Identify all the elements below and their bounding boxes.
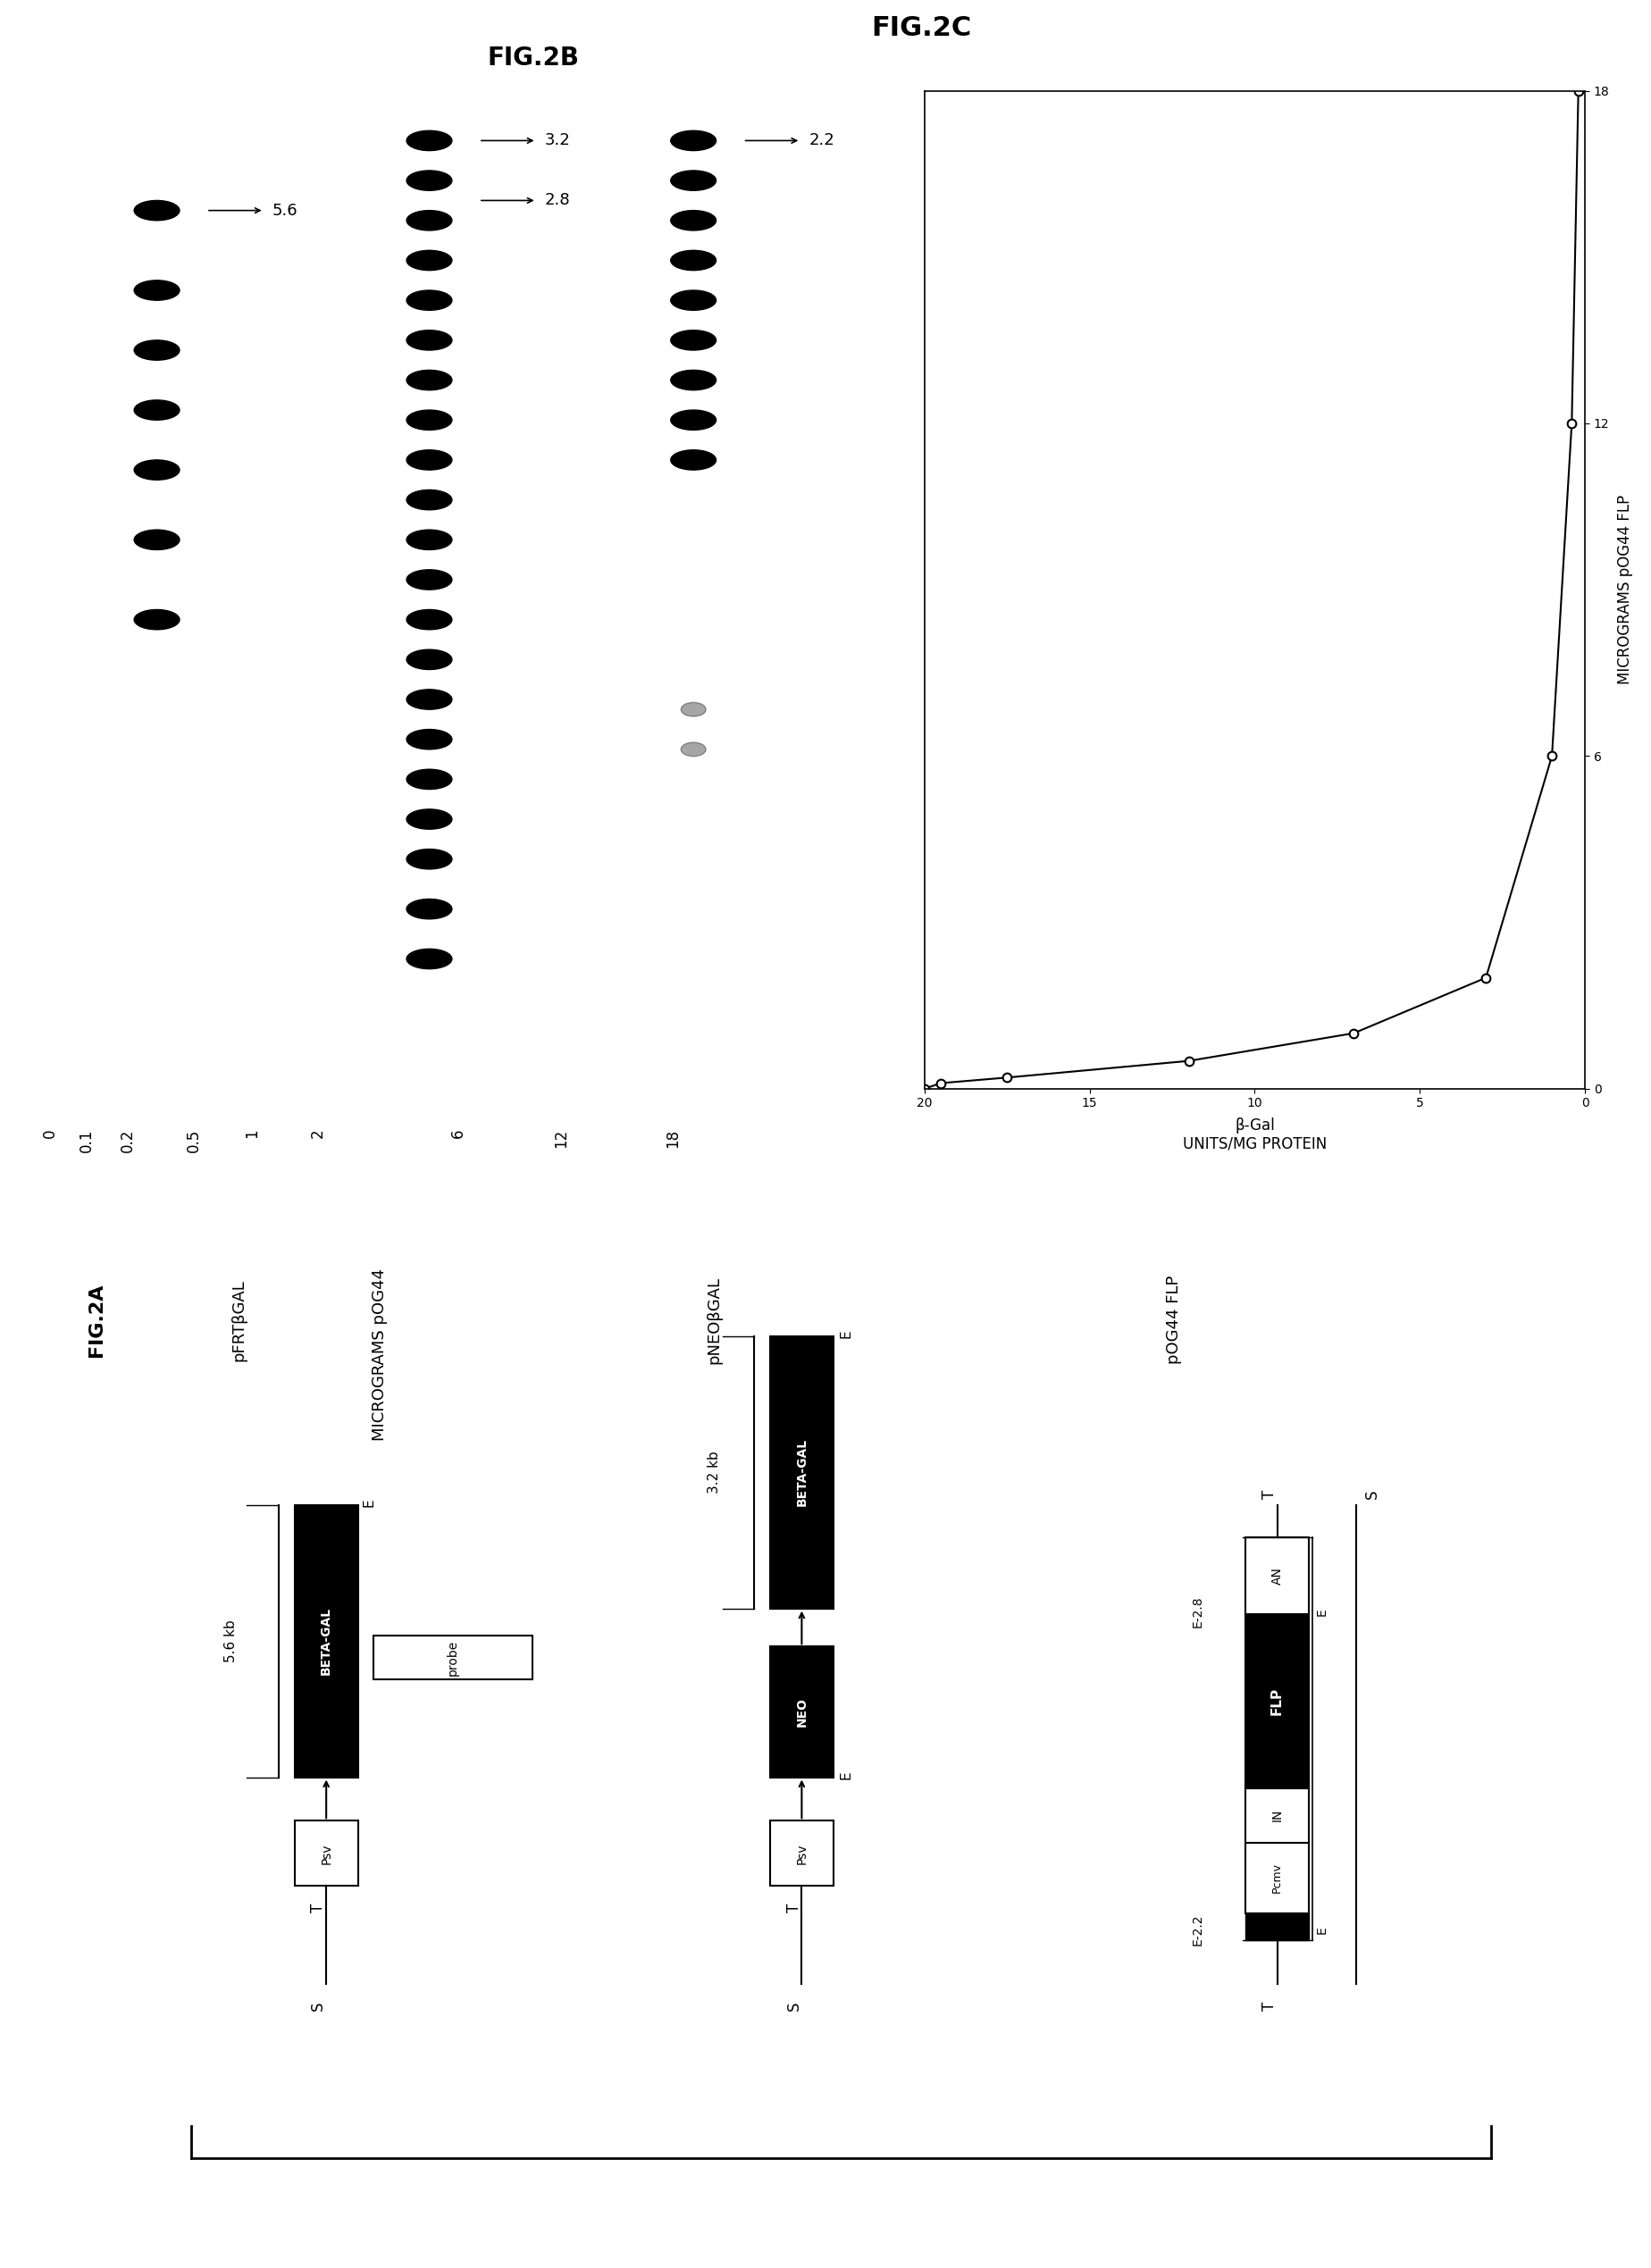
Ellipse shape bbox=[406, 898, 452, 919]
Ellipse shape bbox=[406, 211, 452, 231]
Ellipse shape bbox=[134, 200, 180, 220]
Text: 3.2: 3.2 bbox=[545, 132, 571, 150]
Text: E: E bbox=[362, 1499, 376, 1508]
Ellipse shape bbox=[134, 460, 180, 481]
Ellipse shape bbox=[670, 170, 717, 191]
Text: FLP: FLP bbox=[1271, 1687, 1284, 1715]
Text: 0.1: 0.1 bbox=[79, 1129, 94, 1152]
Ellipse shape bbox=[680, 703, 707, 717]
Ellipse shape bbox=[670, 411, 717, 431]
Text: E: E bbox=[839, 1329, 854, 1338]
Ellipse shape bbox=[406, 490, 452, 510]
Text: AN: AN bbox=[1271, 1567, 1283, 1585]
Ellipse shape bbox=[406, 531, 452, 549]
Text: E: E bbox=[1316, 1926, 1327, 1935]
Text: 0.2: 0.2 bbox=[121, 1129, 135, 1152]
Ellipse shape bbox=[406, 370, 452, 390]
Text: 5.6 kb: 5.6 kb bbox=[225, 1619, 238, 1662]
Bar bbox=[769, 1821, 834, 1887]
Text: 18: 18 bbox=[665, 1129, 680, 1148]
Ellipse shape bbox=[406, 730, 452, 748]
Ellipse shape bbox=[406, 249, 452, 270]
Bar bbox=[1245, 1787, 1309, 1842]
Ellipse shape bbox=[406, 170, 452, 191]
Text: pFRTβGAL: pFRTβGAL bbox=[231, 1279, 248, 1361]
Ellipse shape bbox=[670, 211, 717, 231]
Text: IN: IN bbox=[1271, 1810, 1283, 1821]
Ellipse shape bbox=[406, 848, 452, 869]
Text: 3.2 kb: 3.2 kb bbox=[708, 1452, 721, 1495]
Ellipse shape bbox=[134, 281, 180, 299]
Text: probe: probe bbox=[447, 1640, 459, 1676]
Text: T: T bbox=[786, 1903, 802, 1912]
Text: 6: 6 bbox=[451, 1129, 466, 1139]
Ellipse shape bbox=[406, 290, 452, 311]
Text: 2.2: 2.2 bbox=[809, 132, 835, 150]
Y-axis label: MICROGRAMS pOG44 FLP: MICROGRAMS pOG44 FLP bbox=[1616, 494, 1633, 685]
Ellipse shape bbox=[134, 531, 180, 549]
Text: pNEOβGAL: pNEOβGAL bbox=[707, 1277, 723, 1363]
Bar bbox=[1245, 1615, 1309, 1787]
Ellipse shape bbox=[406, 948, 452, 968]
Text: 0.5: 0.5 bbox=[187, 1129, 201, 1152]
Ellipse shape bbox=[680, 742, 707, 755]
Ellipse shape bbox=[406, 810, 452, 830]
Bar bbox=[294, 1821, 358, 1887]
Ellipse shape bbox=[406, 449, 452, 469]
Text: FIG.2A: FIG.2A bbox=[88, 1284, 106, 1356]
Ellipse shape bbox=[406, 569, 452, 590]
Bar bbox=[294, 1506, 358, 1778]
Text: FIG.2B: FIG.2B bbox=[487, 45, 580, 70]
Ellipse shape bbox=[406, 769, 452, 789]
Text: BETA-GAL: BETA-GAL bbox=[796, 1438, 807, 1506]
Bar bbox=[769, 1647, 834, 1778]
Ellipse shape bbox=[670, 249, 717, 270]
Text: E: E bbox=[839, 1771, 854, 1780]
Text: 5.6: 5.6 bbox=[272, 202, 297, 218]
Bar bbox=[373, 1635, 532, 1678]
Ellipse shape bbox=[406, 132, 452, 150]
Text: 0: 0 bbox=[41, 1129, 58, 1139]
Text: NEO: NEO bbox=[796, 1696, 807, 1726]
Bar bbox=[1245, 1842, 1309, 1914]
Ellipse shape bbox=[134, 340, 180, 361]
Ellipse shape bbox=[406, 689, 452, 710]
Text: BETA-GAL: BETA-GAL bbox=[320, 1608, 332, 1676]
Text: T: T bbox=[1261, 2000, 1278, 2009]
Text: T: T bbox=[1261, 1490, 1278, 1499]
Text: 2.8: 2.8 bbox=[545, 193, 570, 209]
Ellipse shape bbox=[670, 331, 717, 349]
Text: Pcmv: Pcmv bbox=[1271, 1862, 1283, 1892]
Text: S: S bbox=[310, 2000, 327, 2009]
Ellipse shape bbox=[406, 649, 452, 669]
Text: Psv: Psv bbox=[320, 1844, 332, 1864]
Ellipse shape bbox=[670, 290, 717, 311]
Text: 12: 12 bbox=[553, 1129, 570, 1148]
Text: Psv: Psv bbox=[796, 1844, 807, 1864]
Text: E: E bbox=[1316, 1608, 1327, 1615]
Ellipse shape bbox=[406, 610, 452, 631]
Text: FIG.2C: FIG.2C bbox=[872, 16, 972, 41]
Ellipse shape bbox=[406, 411, 452, 431]
Text: E-2.2: E-2.2 bbox=[1192, 1914, 1204, 1946]
Ellipse shape bbox=[670, 449, 717, 469]
Text: 2: 2 bbox=[310, 1129, 325, 1139]
Ellipse shape bbox=[134, 610, 180, 631]
X-axis label: β-Gal
UNITS/MG PROTEIN: β-Gal UNITS/MG PROTEIN bbox=[1182, 1118, 1327, 1152]
Text: pOG44 FLP: pOG44 FLP bbox=[1166, 1275, 1182, 1365]
Ellipse shape bbox=[406, 331, 452, 349]
Ellipse shape bbox=[134, 399, 180, 420]
Text: T: T bbox=[310, 1903, 327, 1912]
Text: 1: 1 bbox=[244, 1129, 259, 1139]
Ellipse shape bbox=[670, 370, 717, 390]
Text: S: S bbox=[1364, 1490, 1380, 1499]
Bar bbox=[769, 1336, 834, 1608]
Bar bbox=[1245, 1914, 1309, 1941]
Text: E-2.8: E-2.8 bbox=[1192, 1597, 1204, 1628]
Ellipse shape bbox=[670, 132, 717, 150]
Bar bbox=[1245, 1538, 1309, 1615]
Text: MICROGRAMS pOG44: MICROGRAMS pOG44 bbox=[371, 1268, 388, 1440]
Text: S: S bbox=[786, 2000, 802, 2009]
